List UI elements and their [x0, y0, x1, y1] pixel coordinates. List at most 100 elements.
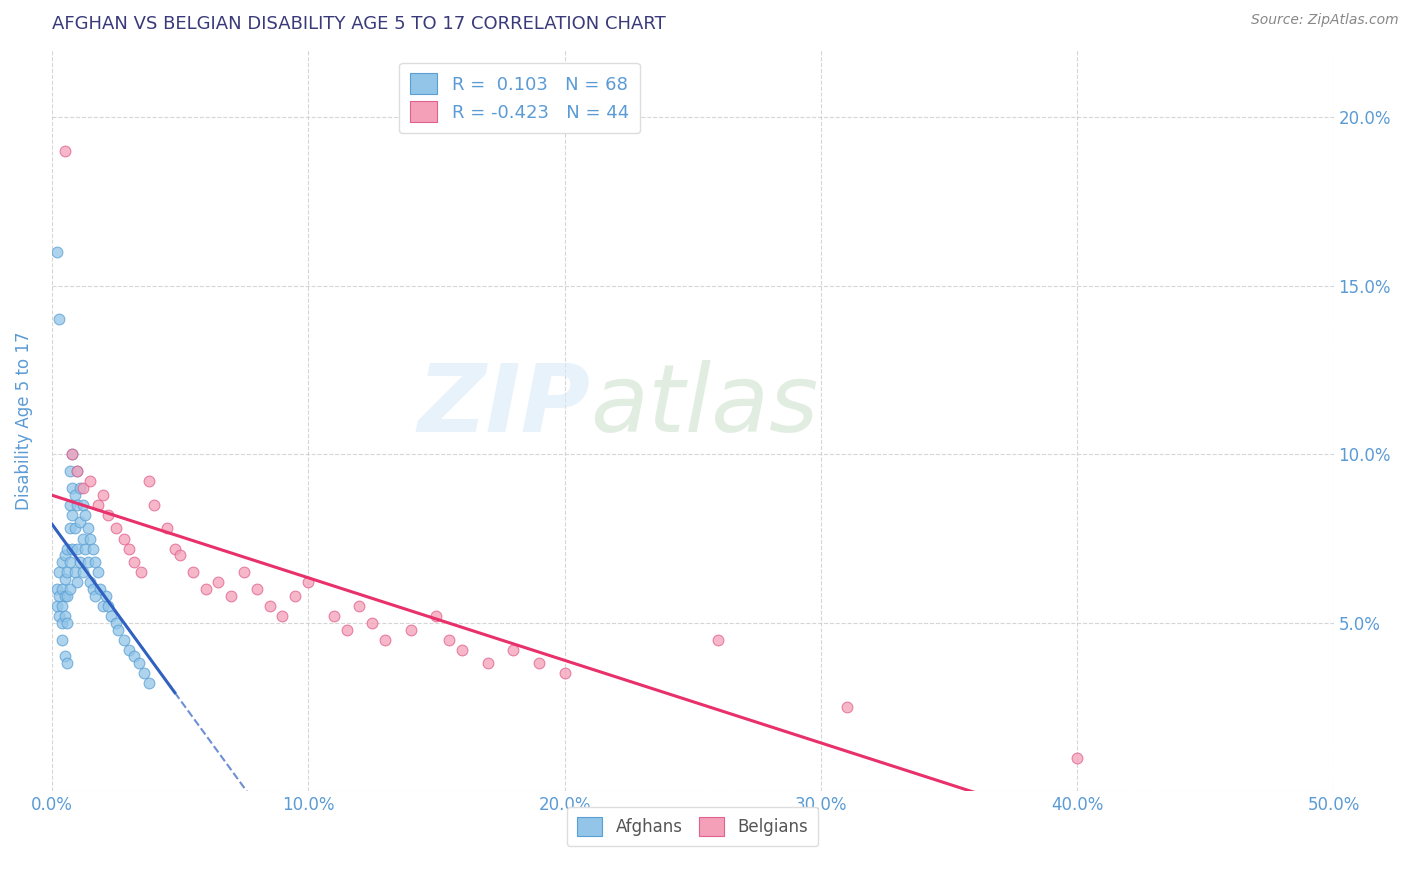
Point — [75, 541, 97, 556]
Point — [51, 615, 73, 630]
Point — [84, 555, 107, 569]
Point — [63, 521, 86, 535]
Point — [835, 700, 858, 714]
Point — [45, 599, 67, 613]
Point — [76, 555, 98, 569]
Point — [112, 532, 135, 546]
Point — [1066, 750, 1088, 764]
Point — [60, 447, 83, 461]
Point — [82, 541, 104, 556]
Point — [138, 474, 160, 488]
Point — [132, 666, 155, 681]
Point — [322, 609, 344, 624]
Point — [56, 541, 79, 556]
Point — [48, 609, 70, 624]
Point — [349, 599, 371, 613]
Point — [128, 657, 150, 671]
Point — [72, 481, 94, 495]
Point — [53, 144, 76, 158]
Point — [66, 464, 89, 478]
Point — [437, 632, 460, 647]
Point — [336, 623, 359, 637]
Point — [233, 565, 256, 579]
Point — [69, 515, 91, 529]
Point — [181, 565, 204, 579]
Text: Source: ZipAtlas.com: Source: ZipAtlas.com — [1251, 13, 1399, 28]
Point — [156, 521, 179, 535]
Point — [477, 657, 499, 671]
Point — [60, 481, 83, 495]
Text: ZIP: ZIP — [418, 359, 591, 451]
Point — [51, 555, 73, 569]
Legend: Afghans, Belgians: Afghans, Belgians — [567, 806, 818, 846]
Point — [138, 676, 160, 690]
Point — [66, 498, 89, 512]
Point — [56, 615, 79, 630]
Point — [48, 589, 70, 603]
Text: atlas: atlas — [591, 360, 818, 451]
Point — [45, 245, 67, 260]
Point — [297, 575, 319, 590]
Point — [63, 565, 86, 579]
Point — [82, 582, 104, 596]
Point — [104, 615, 127, 630]
Point — [207, 575, 229, 590]
Point — [76, 521, 98, 535]
Point — [66, 464, 89, 478]
Point — [194, 582, 217, 596]
Point — [89, 582, 111, 596]
Point — [48, 312, 70, 326]
Point — [63, 488, 86, 502]
Point — [72, 532, 94, 546]
Point — [59, 582, 82, 596]
Point — [118, 541, 141, 556]
Point — [45, 582, 67, 596]
Point — [451, 642, 474, 657]
Point — [107, 623, 129, 637]
Point — [56, 589, 79, 603]
Point — [502, 642, 524, 657]
Y-axis label: Disability Age 5 to 17: Disability Age 5 to 17 — [15, 331, 32, 510]
Point — [122, 555, 145, 569]
Point — [169, 549, 191, 563]
Point — [51, 599, 73, 613]
Point — [53, 572, 76, 586]
Point — [143, 498, 166, 512]
Point — [75, 508, 97, 522]
Point — [53, 649, 76, 664]
Point — [97, 599, 120, 613]
Point — [425, 609, 447, 624]
Point — [56, 657, 79, 671]
Point — [284, 589, 307, 603]
Point — [79, 474, 101, 488]
Point — [60, 541, 83, 556]
Point — [51, 582, 73, 596]
Point — [79, 532, 101, 546]
Point — [56, 565, 79, 579]
Point — [53, 549, 76, 563]
Point — [259, 599, 281, 613]
Point — [66, 575, 89, 590]
Point — [361, 615, 384, 630]
Point — [59, 555, 82, 569]
Point — [51, 632, 73, 647]
Point — [60, 447, 83, 461]
Point — [399, 623, 422, 637]
Point — [374, 632, 396, 647]
Point — [118, 642, 141, 657]
Point — [94, 589, 117, 603]
Point — [69, 481, 91, 495]
Point — [53, 589, 76, 603]
Point — [79, 575, 101, 590]
Point — [707, 632, 730, 647]
Point — [271, 609, 294, 624]
Point — [59, 464, 82, 478]
Point — [69, 555, 91, 569]
Point — [84, 589, 107, 603]
Point — [60, 508, 83, 522]
Point — [553, 666, 575, 681]
Point — [91, 488, 114, 502]
Point — [66, 541, 89, 556]
Point — [219, 589, 242, 603]
Point — [246, 582, 269, 596]
